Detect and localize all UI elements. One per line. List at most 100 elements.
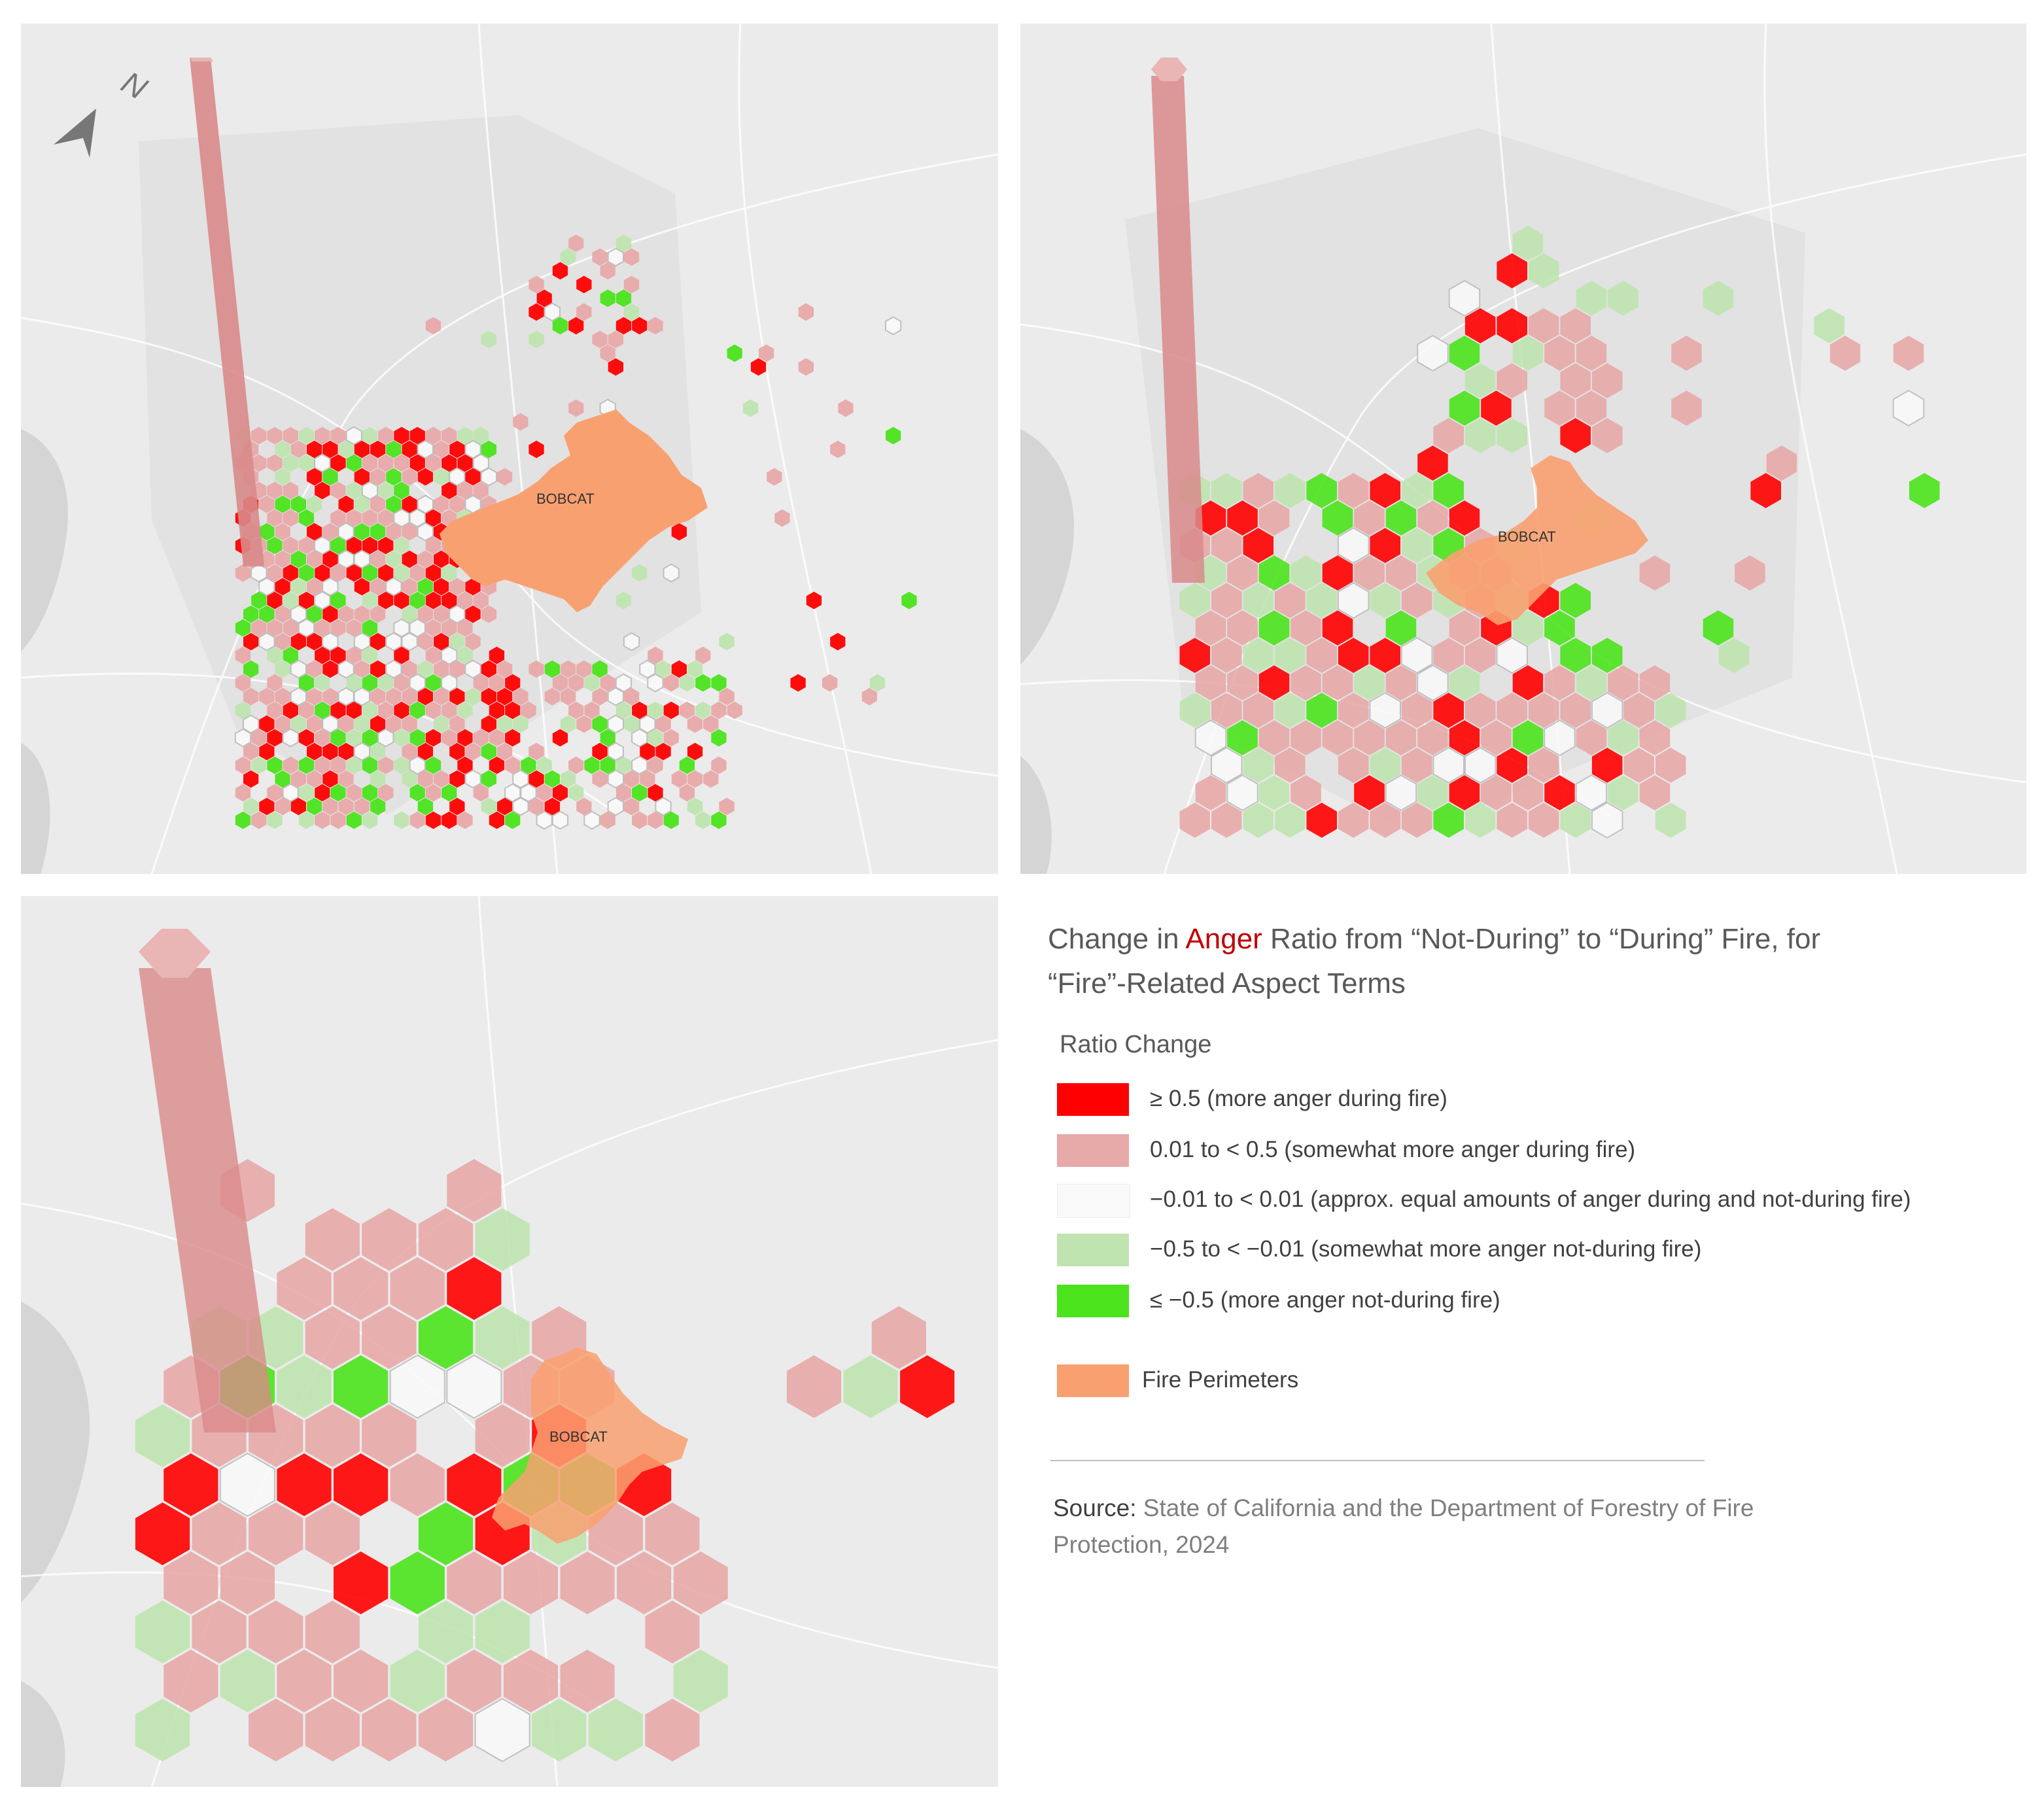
- hex-cell: [394, 454, 409, 472]
- hex-cell: [322, 523, 338, 541]
- hex-cell: [282, 783, 299, 803]
- hex-cell: [315, 756, 330, 774]
- hex-cell: [378, 591, 394, 610]
- hex-cell: [259, 687, 275, 706]
- ocean-south: [1020, 756, 1052, 874]
- hex-cell: [417, 742, 433, 761]
- hex-cell: [346, 811, 362, 829]
- hex-cell: [465, 578, 481, 596]
- hex-cell: [305, 1404, 360, 1467]
- hex-cell: [298, 591, 315, 610]
- hex-cell: [290, 797, 306, 816]
- hex-cell: [275, 715, 290, 733]
- hex-cell: [307, 770, 322, 788]
- hex-cell: [418, 1208, 474, 1271]
- hex-cell: [322, 440, 338, 459]
- hex-cell: [330, 426, 346, 445]
- hex-cell: [449, 632, 465, 651]
- legend-label: ≤ −0.5 (more anger not-during fire): [1150, 1287, 1500, 1313]
- hex-cell: [402, 550, 417, 568]
- hex-cell: [267, 811, 283, 829]
- hex-cell: [267, 646, 283, 665]
- hex-cell: [362, 509, 378, 527]
- hex-cell: [282, 728, 299, 748]
- hex-cell: [389, 1354, 445, 1419]
- hex-cell: [425, 701, 442, 719]
- hex-cell: [402, 687, 417, 706]
- hex-cell: [425, 619, 442, 637]
- hex-cell: [615, 289, 632, 307]
- hex-cell: [307, 715, 322, 733]
- hex-cell: [251, 811, 267, 829]
- hex-cell: [434, 687, 449, 706]
- hex-cell: [267, 481, 283, 500]
- hex-cell: [600, 262, 615, 280]
- hex-cell: [560, 248, 576, 266]
- hex-cell: [417, 660, 433, 678]
- hex-cell: [481, 687, 496, 706]
- hex-cell: [1591, 691, 1623, 729]
- hex-cell: [394, 426, 409, 445]
- hex-cell: [353, 687, 370, 706]
- hex-cell: [1370, 583, 1400, 618]
- hex-cell: [251, 426, 267, 445]
- legend-swatch: [1057, 1083, 1129, 1116]
- hex-cell: [1528, 693, 1559, 728]
- hex-cell: [338, 687, 355, 706]
- hex-cell: [648, 646, 663, 665]
- hex-cell: [687, 742, 703, 761]
- hex-cell: [1179, 803, 1210, 838]
- hex-cell: [338, 440, 354, 459]
- hex-cell: [503, 1650, 558, 1712]
- hex-cell: [1243, 638, 1273, 673]
- hex-cell: [830, 440, 846, 459]
- hex-cell: [434, 440, 449, 459]
- hex-cell: [1639, 720, 1671, 755]
- hex-cell: [576, 660, 592, 678]
- hex-cell: [434, 468, 449, 486]
- hex-cell: [135, 1502, 190, 1565]
- hex-cell: [378, 481, 394, 500]
- hex-cell: [560, 660, 576, 678]
- hex-cell: [592, 687, 608, 706]
- hex-cell: [330, 619, 346, 637]
- hex-cell: [235, 756, 251, 774]
- hex-cell: [442, 811, 457, 829]
- hex-cell: [243, 632, 259, 651]
- hex-cell: [164, 1551, 218, 1614]
- hex-cell: [354, 440, 370, 459]
- hex-cell: [560, 715, 576, 733]
- hex-cell: [362, 564, 378, 582]
- hex-cell: [1258, 500, 1290, 536]
- hex-cell: [362, 1699, 417, 1761]
- hex-cell: [305, 1208, 360, 1271]
- hex-cell: [277, 1453, 332, 1516]
- hex-cell: [1512, 226, 1544, 261]
- hex-cell: [600, 729, 615, 747]
- hex-cell: [719, 632, 735, 651]
- hex-cell: [1591, 638, 1623, 673]
- hex-cell: [243, 714, 260, 734]
- hex-cell: [370, 715, 386, 733]
- hex-cell: [475, 1404, 530, 1467]
- hex-cell: [235, 619, 251, 637]
- hex-cell: [290, 440, 306, 459]
- hex-cell: [1576, 665, 1607, 701]
- hex-cell: [1497, 748, 1527, 783]
- hex-cell: [560, 687, 576, 706]
- hex-cell: [283, 536, 298, 555]
- hex-cell: [447, 1159, 502, 1222]
- hex-cell: [434, 550, 449, 568]
- hex-cell: [220, 1650, 275, 1712]
- hex-cell: [1544, 390, 1575, 426]
- hex-cell: [576, 715, 592, 733]
- hex-column-tower: [190, 58, 264, 566]
- hex-cell: [283, 646, 298, 665]
- hex-cell: [378, 454, 394, 472]
- hex-cell: [1400, 636, 1433, 674]
- hex-cell: [528, 742, 544, 761]
- hex-column-tower: [1151, 58, 1205, 583]
- hex-cell: [362, 591, 378, 610]
- hex-cell: [1227, 555, 1258, 591]
- hex-cell: [1385, 665, 1417, 701]
